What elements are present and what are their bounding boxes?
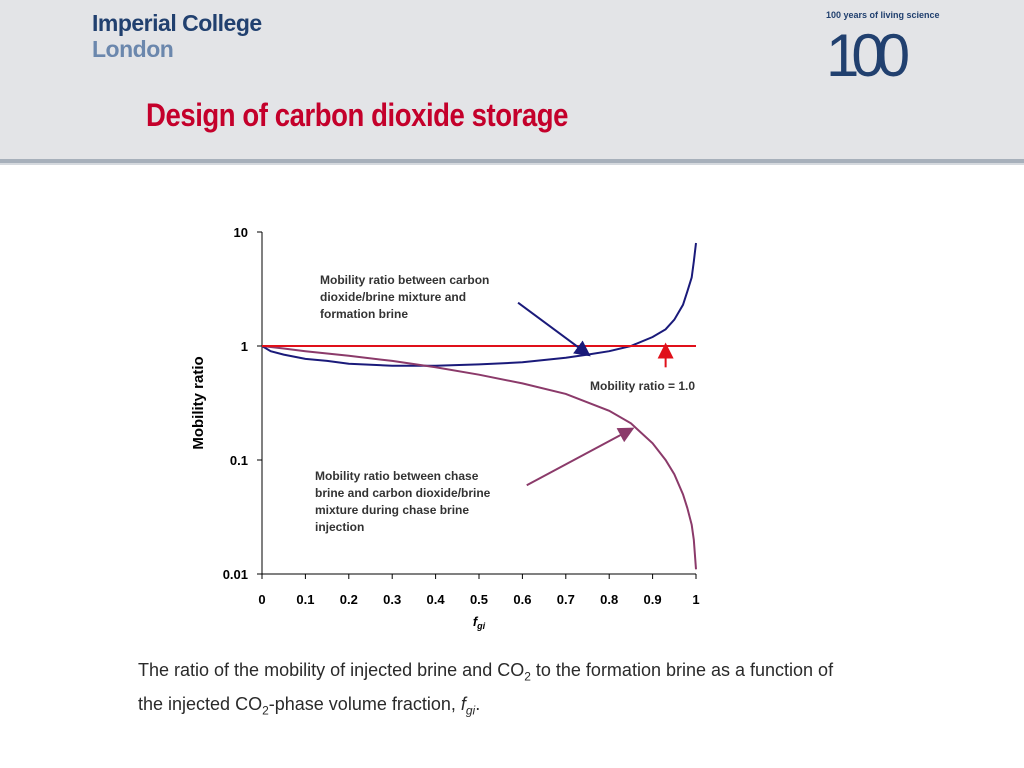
badge-number: 100 [826,26,909,84]
imperial-college-logo: Imperial College London [92,10,262,62]
y-tick-label: 0.1 [230,453,248,468]
header-divider [0,159,1024,163]
figure-caption: The ratio of the mobility of injected br… [138,657,838,724]
logo-line-2: London [92,36,174,62]
annotation-text: dioxide/brine mixture and [320,290,466,304]
x-tick-label: 0.6 [513,592,531,607]
annotation-arrow [517,301,591,357]
x-tick-label: 0.5 [470,592,488,607]
x-axis-label-sub: gi [476,621,485,631]
caption-text-3: -phase volume fraction, [268,693,461,714]
caption-sub-2: 2 [262,703,269,718]
y-tick-label: 10 [234,225,248,240]
x-axis-label: fgi [473,614,486,631]
chart-axes: 10 1 0.1 0.01 0 0.1 0.2 0.3 0.4 0.5 0.6 0.7 0.8 0.9 1 [223,225,700,607]
badge-caption: 100 years of living science [826,10,940,20]
caption-text-1: The ratio of the mobility of injected br… [138,660,525,680]
page-title: Design of carbon dioxide storage [146,97,569,133]
x-tick-label: 0.7 [557,592,575,607]
centenary-badge: 100 years of living science 100 [826,10,946,84]
x-tick-label: 0.9 [644,592,662,607]
annotation-text: injection [315,520,364,534]
series-line-1 [261,242,697,367]
x-tick-label: 0.8 [600,592,618,607]
annotation-text: formation brine [320,307,408,321]
annotation-text: brine and carbon dioxide/brine [315,486,491,500]
centenary-logo-icon: 100 [826,26,917,84]
annotation-arrow [526,427,635,487]
x-tick-label: 0.1 [296,592,314,607]
y-tick-label: 0.01 [223,567,248,582]
annotation-text: Mobility ratio = 1.0 [590,379,695,393]
caption-text-2: to the formation brine as a function of … [138,660,834,714]
x-axis-label-main: f [473,614,479,629]
logo-line-1: Imperial College [92,10,262,36]
caption-var-main: f [460,693,466,714]
x-tick-label: 1 [692,592,699,607]
header-divider-light [0,163,1024,165]
annotation-text: Mobility ratio between chase [315,469,479,483]
caption-sub-1: 2 [524,669,531,684]
x-tick-label: 0.2 [340,592,358,607]
caption-var-sub: gi [465,703,476,718]
annotation-text: Mobility ratio between carbon [320,273,489,287]
x-tick-label: 0 [258,592,265,607]
caption-text-4: . [475,693,481,714]
x-tick-label: 0.4 [427,592,446,607]
y-axis-label: Mobility ratio [190,356,207,449]
y-tick-label: 1 [241,339,248,354]
x-tick-label: 0.3 [383,592,401,607]
chart-annotations: Mobility ratio between carbon dioxide/bri… [315,273,695,534]
series-line-2 [261,345,697,570]
annotation-text: mixture during chase brine [315,503,469,517]
header-band [0,0,1024,160]
